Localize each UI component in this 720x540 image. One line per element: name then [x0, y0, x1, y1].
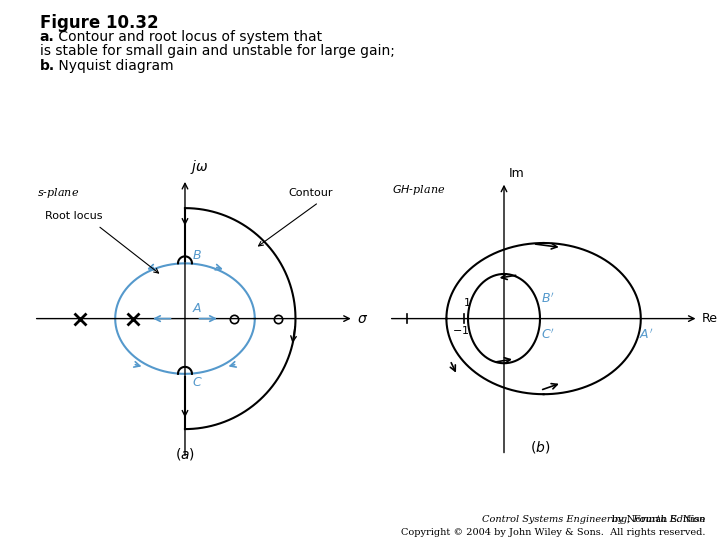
Text: Figure 10.32: Figure 10.32	[40, 14, 158, 31]
Text: $A$: $A$	[192, 302, 202, 315]
Text: Nyquist diagram: Nyquist diagram	[54, 59, 174, 73]
Text: $GH$-plane: $GH$-plane	[392, 183, 446, 197]
Text: $C$: $C$	[192, 376, 202, 389]
Text: $C'$: $C'$	[541, 327, 555, 342]
Text: $A'$: $A'$	[639, 327, 654, 342]
Text: $j\omega$: $j\omega$	[189, 158, 208, 176]
Text: Im: Im	[509, 167, 525, 180]
Text: $s$-plane: $s$-plane	[37, 186, 78, 200]
Text: $B'$: $B'$	[541, 291, 555, 306]
Text: $1$: $1$	[462, 295, 471, 308]
Text: is stable for small gain and unstable for large gain;: is stable for small gain and unstable fo…	[40, 44, 395, 58]
Text: $(b)$: $(b)$	[530, 440, 550, 455]
Text: $\sigma$: $\sigma$	[356, 312, 368, 326]
Text: $-1$: $-1$	[452, 325, 469, 336]
Text: Control Systems Engineering, Fourth Edition: Control Systems Engineering, Fourth Edit…	[482, 515, 706, 524]
Text: $(a)$: $(a)$	[175, 446, 195, 462]
Text: Contour and root locus of system that: Contour and root locus of system that	[54, 30, 322, 44]
Text: b.: b.	[40, 59, 55, 73]
Text: by Norman S. Nise: by Norman S. Nise	[465, 515, 706, 524]
Text: Root locus: Root locus	[45, 211, 103, 220]
Text: Contour: Contour	[289, 188, 333, 199]
Text: $B$: $B$	[192, 249, 202, 262]
Text: Re: Re	[702, 312, 718, 325]
Text: a.: a.	[40, 30, 54, 44]
Text: Copyright © 2004 by John Wiley & Sons.  All rights reserved.: Copyright © 2004 by John Wiley & Sons. A…	[401, 528, 706, 537]
